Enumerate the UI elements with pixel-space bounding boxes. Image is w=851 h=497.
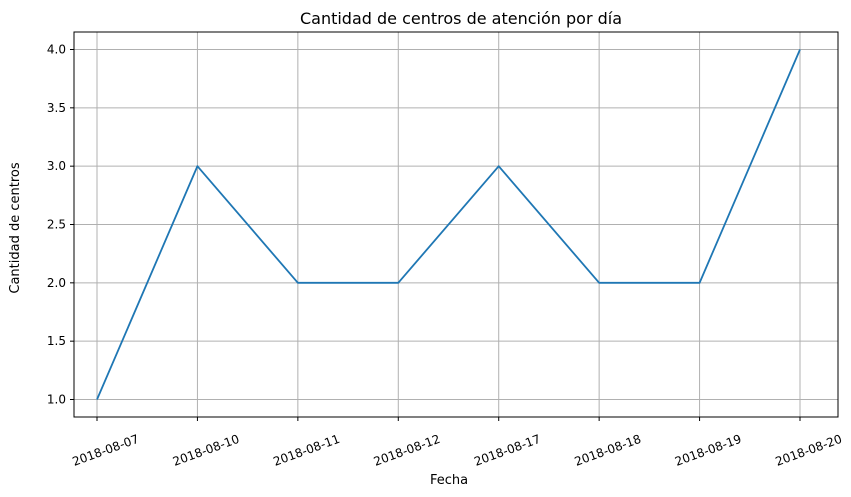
x-tick-label: 2018-08-07 xyxy=(70,432,140,469)
x-tick-label: 2018-08-18 xyxy=(573,432,643,469)
series-layer xyxy=(96,49,801,400)
y-tick-label: 1.5 xyxy=(47,334,66,348)
x-tick-label: 2018-08-17 xyxy=(472,432,542,469)
x-tick-label: 2018-08-20 xyxy=(773,432,843,469)
grid xyxy=(74,32,838,417)
y-tick-label: 2.0 xyxy=(47,276,66,290)
y-tick-label: 2.5 xyxy=(47,218,66,232)
x-tick-label: 2018-08-19 xyxy=(673,432,743,469)
y-tick-label: 3.0 xyxy=(47,159,66,173)
y-tick-label: 4.0 xyxy=(47,43,66,57)
y-tick-label: 3.5 xyxy=(47,101,66,115)
x-tick-label: 2018-08-11 xyxy=(271,432,341,469)
y-tick-label: 1.0 xyxy=(47,393,66,407)
x-tick-label: 2018-08-12 xyxy=(372,432,442,469)
x-axis: 2018-08-07 2018-08-10 2018-08-11 2018-08-12… xyxy=(70,417,844,469)
x-tick-label: 2018-08-10 xyxy=(171,432,241,469)
chart-title: Cantidad de centros de atención por día xyxy=(300,9,622,28)
series-line xyxy=(96,49,801,400)
x-axis-label: Fecha xyxy=(430,473,468,488)
y-axis: 1.0 1.5 2.0 2.5 3.0 3.5 4.0 xyxy=(47,43,74,407)
y-axis-label: Cantidad de centros xyxy=(8,162,23,293)
